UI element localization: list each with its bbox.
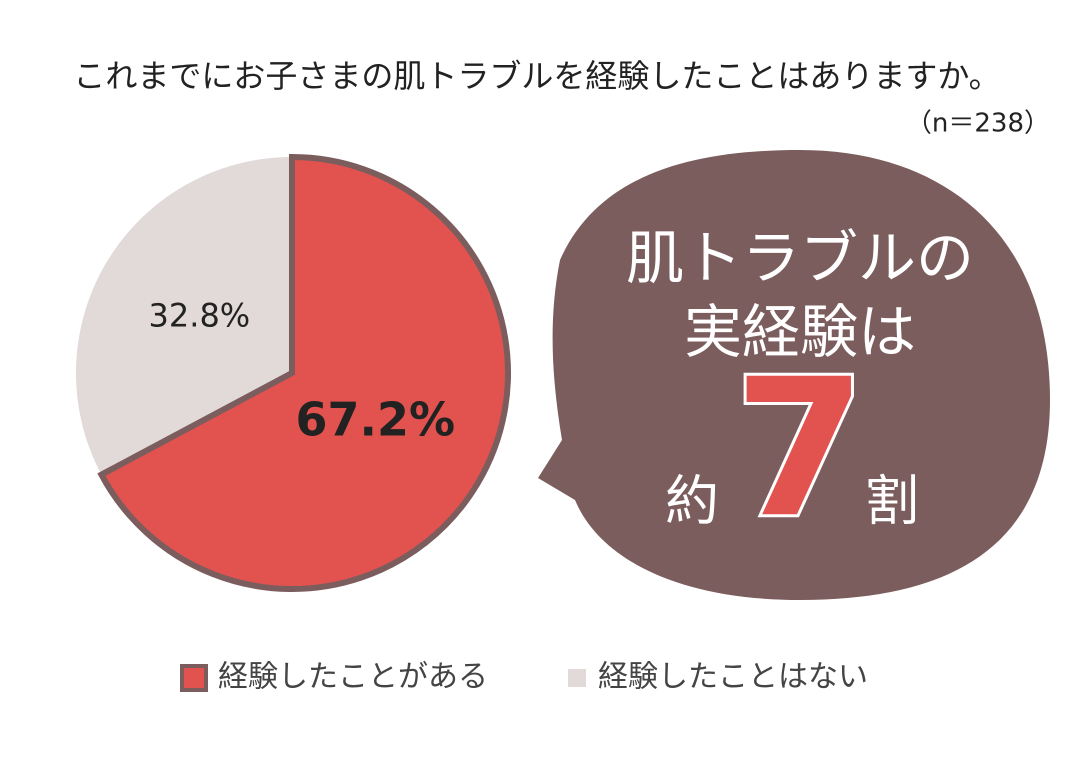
value-label: 67.2% [296,393,456,447]
pie-slice [97,153,511,592]
bubble-prefix: 約 [665,470,719,533]
bubble-line: 肌トラブルの [626,224,974,292]
legend-label: 経験したことはない [598,660,868,695]
legend-label: 経験したことがある [218,660,488,695]
value-label: 32.8% [149,296,251,334]
chart-subtitle: （n＝238） [906,109,1050,139]
pie-slice [75,157,292,475]
bubble-line: 実経験は [684,298,916,366]
legend-swatch [180,664,208,692]
speech-bubble [538,150,1050,600]
bubble-suffix: 割 [865,470,919,533]
legend-swatch [568,669,586,687]
bubble-number: 7 [734,338,866,559]
chart-title: これまでにお子さまの肌トラブルを経験したことはありますか。 [73,57,1000,95]
